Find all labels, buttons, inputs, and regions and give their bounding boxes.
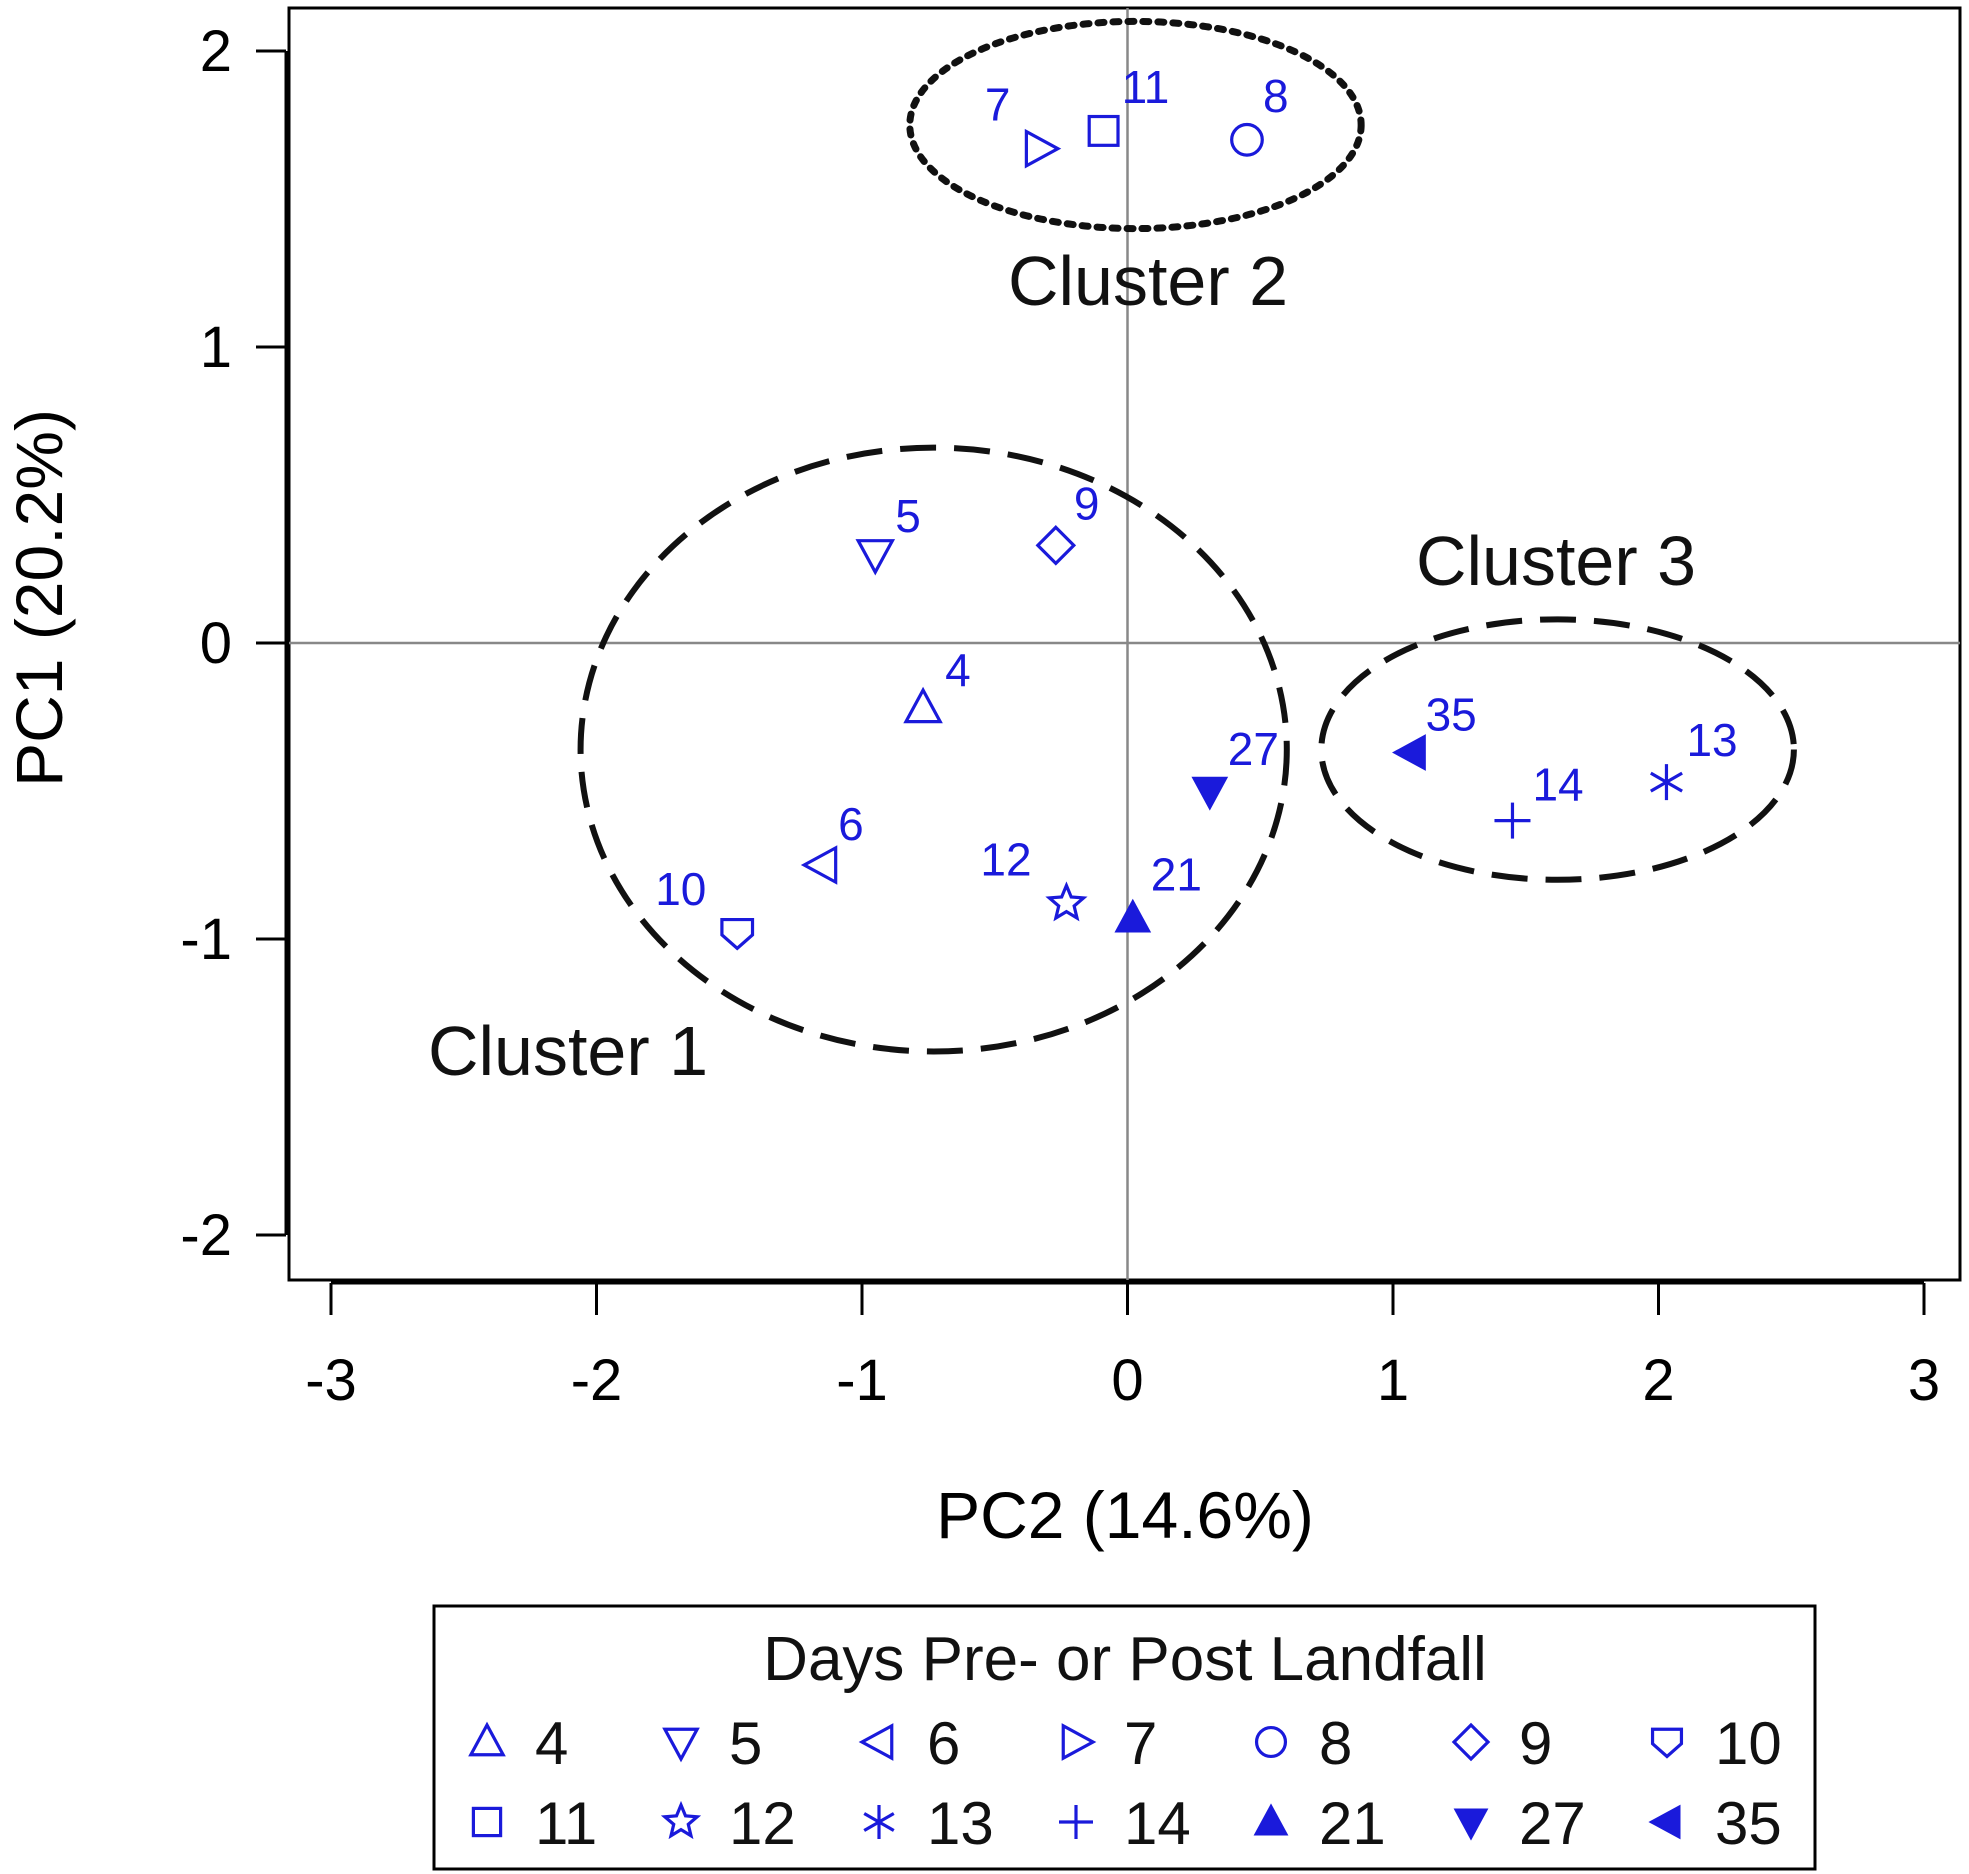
x-tick-label: -1	[836, 1348, 888, 1413]
point-label-9: 9	[1074, 477, 1100, 529]
legend-label-13: 13	[927, 1790, 994, 1857]
legend-marker-8	[1254, 1725, 1288, 1759]
data-point-12	[1045, 881, 1088, 922]
legend-box	[432, 1604, 1817, 1871]
data-point-14	[1494, 802, 1531, 839]
point-label-11: 11	[1122, 61, 1170, 113]
legend-marker-14	[1059, 1805, 1093, 1839]
legend-label-10: 10	[1715, 1710, 1782, 1777]
legend-label-14: 14	[1124, 1790, 1191, 1857]
x-tick-label: -2	[571, 1348, 623, 1413]
x-tick-label: -3	[305, 1348, 357, 1413]
cluster-label-3: Cluster 3	[1416, 522, 1696, 600]
legend-label-4: 4	[535, 1710, 568, 1777]
y-axis-label: PC1 (20.2%)	[2, 409, 76, 787]
point-label-4: 4	[945, 644, 971, 696]
y-tick-label: -2	[180, 1203, 232, 1268]
data-point-35	[1392, 734, 1426, 771]
y-tick-label: -1	[180, 907, 232, 972]
legend-label-27: 27	[1519, 1790, 1586, 1857]
data-point-11	[1087, 114, 1120, 147]
legend-marker-4	[468, 1721, 506, 1757]
legend-marker-10	[1650, 1727, 1684, 1759]
legend-marker-35	[1648, 1804, 1681, 1840]
point-label-12: 12	[980, 833, 1031, 885]
x-tick-label: 1	[1377, 1348, 1409, 1413]
legend-marker-5	[662, 1727, 700, 1763]
y-tick-label: 2	[200, 19, 232, 84]
data-point-21	[1114, 898, 1152, 933]
legend-label-8: 8	[1319, 1710, 1352, 1777]
legend-label-7: 7	[1124, 1710, 1157, 1777]
legend-marker-21	[1253, 1803, 1289, 1836]
data-point-5	[855, 539, 896, 576]
point-label-5: 5	[895, 490, 921, 542]
point-label-10: 10	[655, 863, 706, 915]
point-label-27: 27	[1228, 723, 1279, 775]
legend-label-6: 6	[927, 1710, 960, 1777]
cluster-ellipse-3	[1318, 616, 1797, 883]
legend-marker-11	[471, 1806, 503, 1838]
cluster-ellipse-2	[906, 17, 1365, 233]
cluster-ellipse-1	[577, 444, 1290, 1055]
legend-label-9: 9	[1519, 1710, 1552, 1777]
cluster-label-1: Cluster 1	[428, 1012, 708, 1090]
point-label-14: 14	[1532, 759, 1583, 811]
legend-title: Days Pre- or Post Landfall	[763, 1625, 1487, 1694]
y-tick-label: 1	[200, 315, 232, 380]
point-label-8: 8	[1263, 70, 1289, 122]
data-point-8	[1230, 122, 1264, 157]
point-label-35: 35	[1426, 689, 1477, 741]
point-label-21: 21	[1151, 848, 1202, 900]
data-point-10	[720, 917, 755, 951]
data-point-13	[1650, 764, 1683, 801]
legend-label-11: 11	[535, 1790, 597, 1857]
x-tick-label: 0	[1111, 1348, 1143, 1413]
legend-marker-6	[858, 1723, 894, 1761]
data-point-4	[903, 686, 943, 724]
data-point-6	[800, 845, 838, 885]
legend-label-12: 12	[729, 1790, 796, 1857]
legend-label-35: 35	[1715, 1790, 1782, 1857]
data-point-27	[1191, 776, 1229, 811]
legend-marker-13	[863, 1805, 895, 1839]
cluster-label-2: Cluster 2	[1008, 242, 1288, 320]
x-axis-label: PC2 (14.6%)	[936, 1478, 1314, 1552]
point-label-7: 7	[985, 79, 1011, 131]
legend-marker-7	[1061, 1723, 1097, 1761]
legend-marker-27	[1453, 1808, 1489, 1841]
data-point-9	[1035, 525, 1077, 566]
point-label-6: 6	[838, 798, 864, 850]
point-label-13: 13	[1686, 714, 1737, 766]
y-tick-label: 0	[200, 611, 232, 676]
legend-marker-12	[660, 1800, 702, 1840]
x-tick-label: 3	[1908, 1348, 1940, 1413]
x-tick-label: 2	[1642, 1348, 1674, 1413]
data-point-7	[1024, 128, 1062, 169]
legend-label-5: 5	[729, 1710, 762, 1777]
legend-label-21: 21	[1319, 1790, 1386, 1857]
legend-marker-9	[1451, 1722, 1491, 1762]
